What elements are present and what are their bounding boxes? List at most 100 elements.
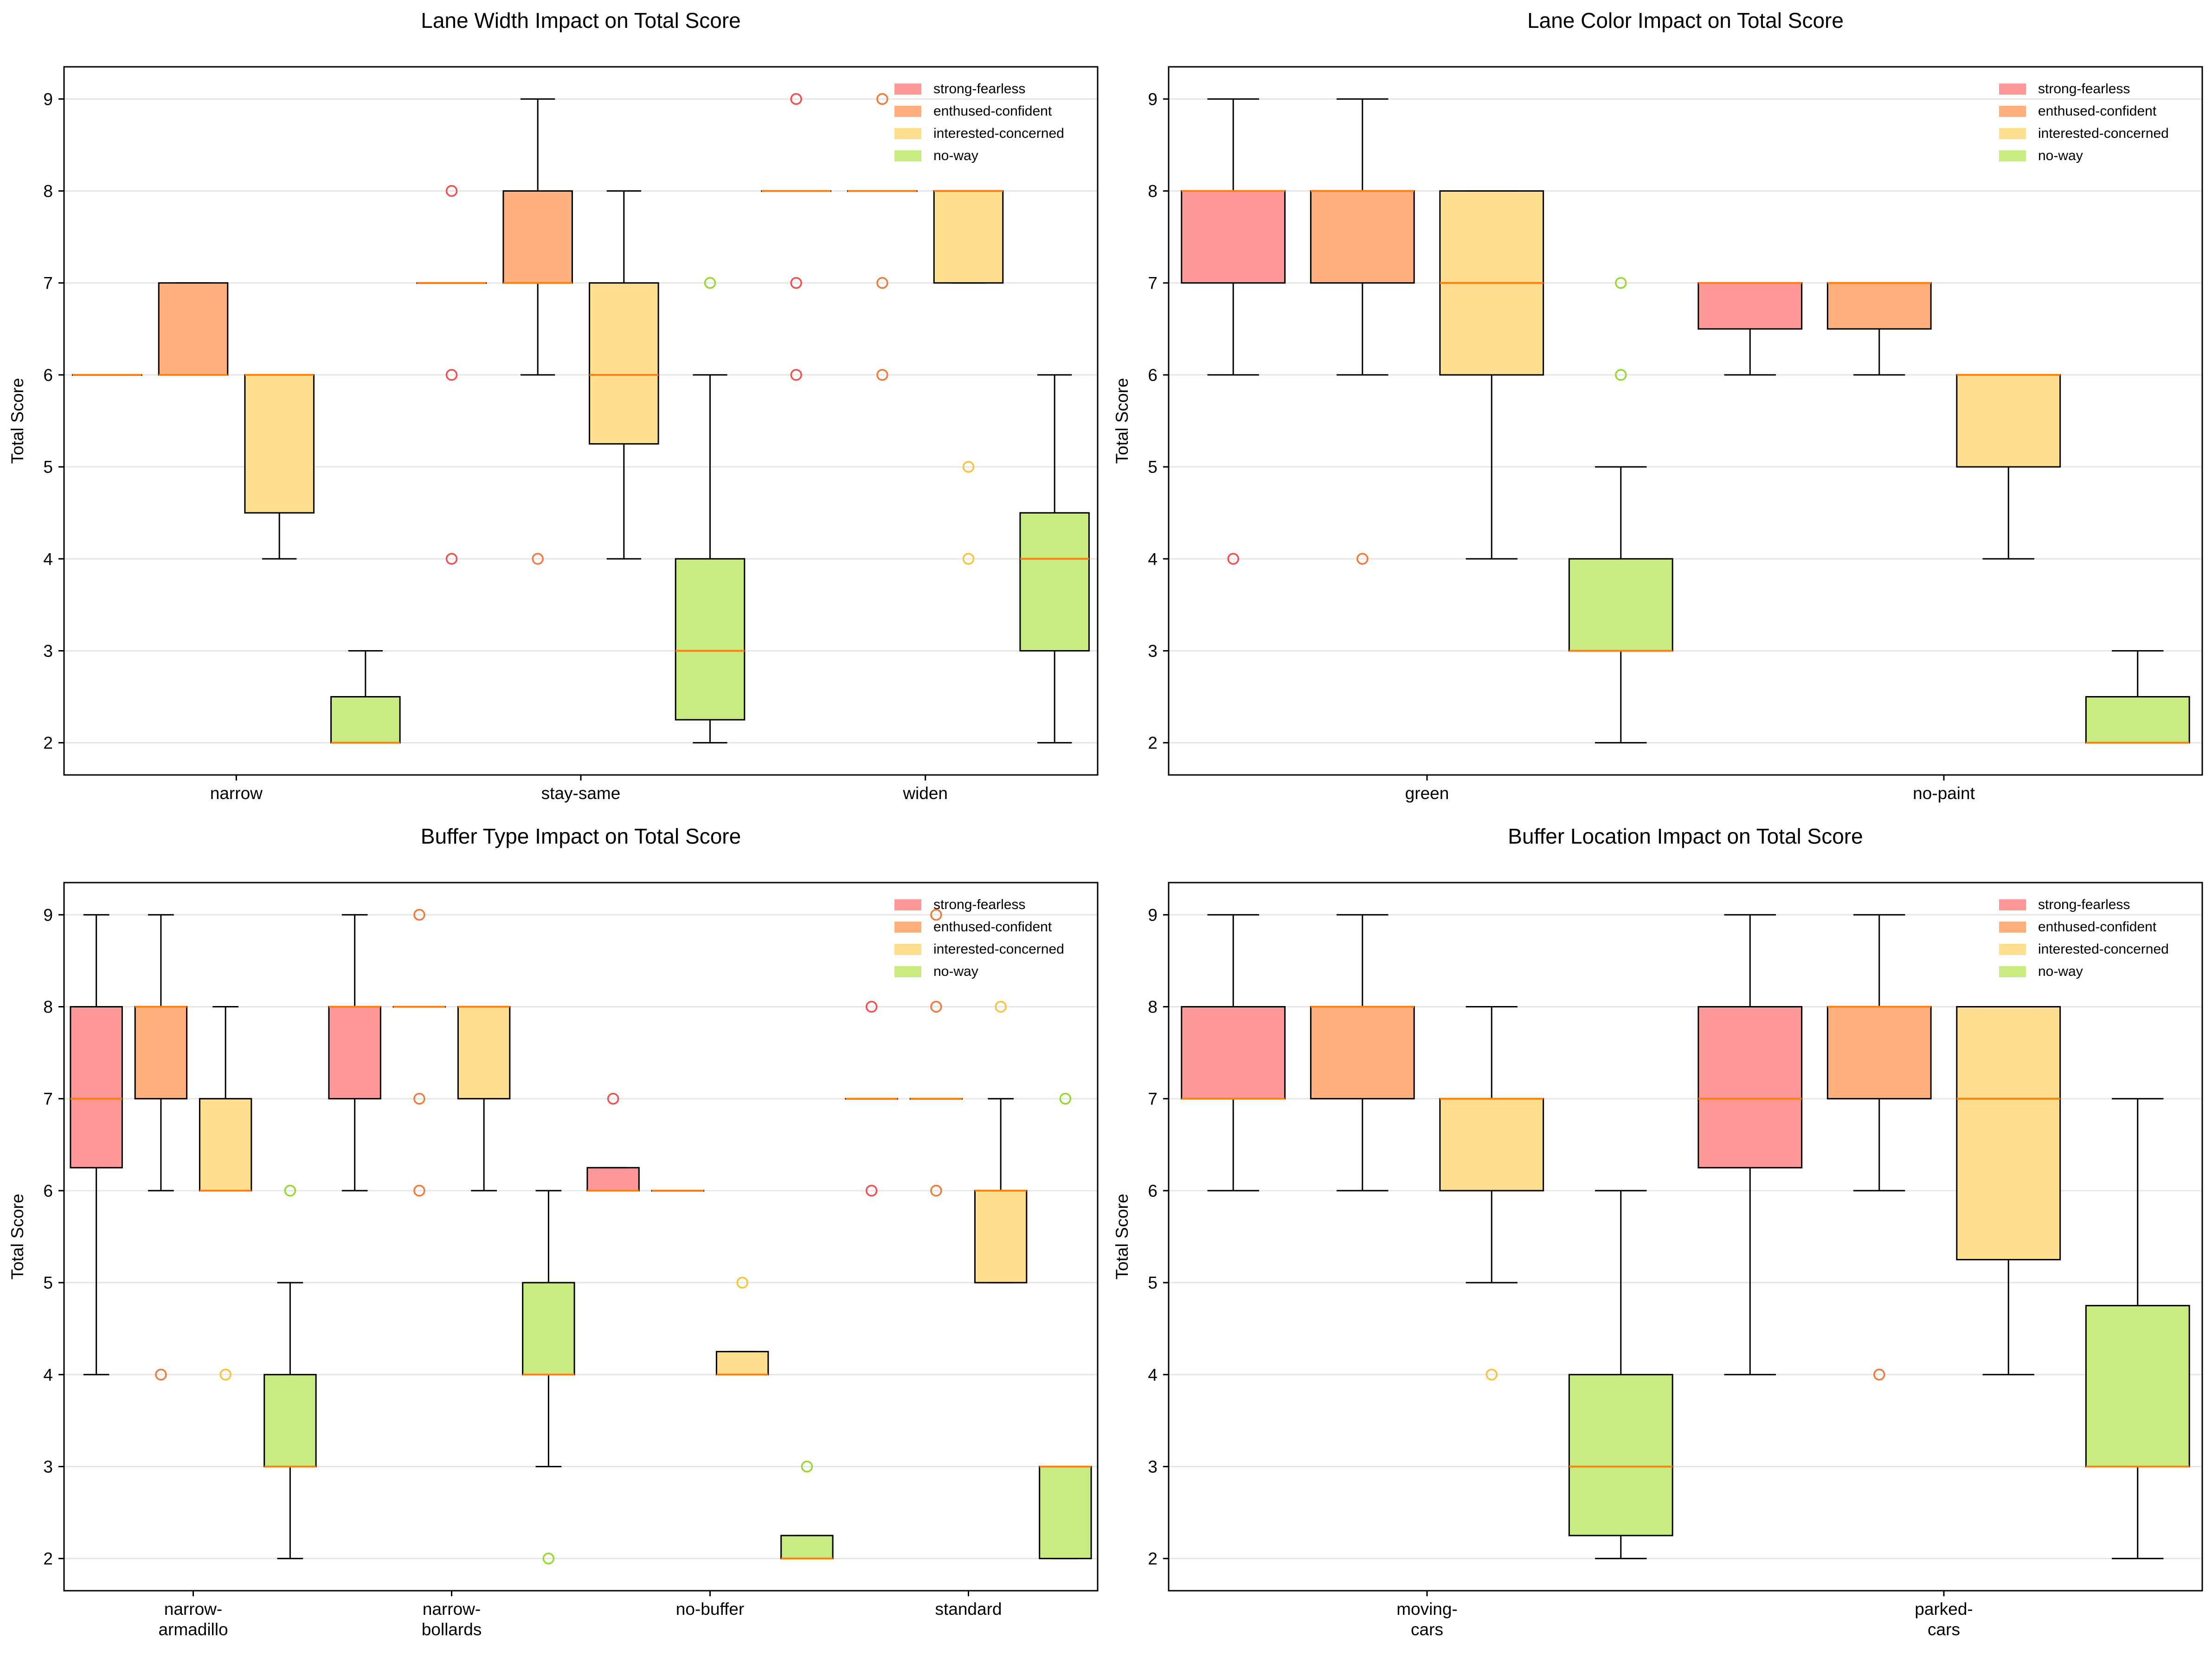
box-interested-concerned-2: [933, 190, 1004, 565]
box-body: [1826, 1006, 1932, 1100]
box-interested-concerned-0: [199, 1006, 252, 1381]
x-tick-label: green: [1405, 784, 1449, 803]
box-interested-concerned-1: [1956, 1006, 2061, 1375]
y-tick-label: 4: [1148, 549, 1157, 568]
y-tick-label: 3: [1148, 1457, 1157, 1476]
legend-swatch: [1999, 944, 2026, 955]
y-tick-label: 9: [1148, 905, 1157, 924]
y-tick-label: 7: [43, 1090, 53, 1109]
y-tick-label: 8: [1148, 182, 1157, 201]
box-strong-fearless-2: [761, 93, 831, 381]
y-tick-label: 6: [43, 1181, 53, 1200]
legend-swatch: [1999, 150, 2026, 161]
axes-frame: [63, 882, 1099, 1592]
legend-label: interested-concerned: [2038, 942, 2169, 957]
outlier-point: [801, 1460, 813, 1473]
axes-frame: [1168, 66, 2203, 776]
box-strong-fearless-1: [328, 914, 381, 1192]
y-axis-label: Total Score: [1112, 1194, 1132, 1279]
outlier-point: [532, 553, 544, 565]
outlier-point: [962, 553, 975, 565]
box-body: [1310, 1006, 1415, 1100]
y-axis-label: Total Score: [8, 1194, 27, 1279]
box-body: [586, 1167, 640, 1192]
box-body: [933, 190, 1004, 284]
outlier-point: [542, 1552, 555, 1565]
box-body: [199, 1098, 252, 1192]
box-body: [1698, 282, 1803, 330]
box-body: [974, 1190, 1028, 1284]
legend-label: enthused-confident: [933, 919, 1052, 935]
legend-swatch: [894, 922, 921, 933]
outlier-point: [930, 1185, 942, 1197]
outlier-point: [413, 1185, 425, 1197]
subplot-3: 2 3 4 5 6 7 8 9 narrow-armadillo narrow-bollards n…: [8, 824, 1099, 1639]
box-strong-fearless-0: [70, 914, 123, 1375]
outlier-point: [876, 277, 888, 289]
box-no-way-1: [2085, 650, 2190, 744]
box-body: [1826, 282, 1932, 330]
outlier-point: [219, 1368, 231, 1381]
box-interested-concerned-3: [974, 1000, 1028, 1284]
x-tick-label: standard: [935, 1600, 1002, 1619]
x-tick-label: no-paint: [1913, 784, 1975, 803]
y-tick-label: 2: [1148, 1549, 1157, 1568]
box-no-way-1: [2085, 1098, 2190, 1560]
box-no-way-1: [522, 1190, 575, 1565]
y-tick-label: 7: [1148, 274, 1157, 293]
outlier-point: [1873, 1368, 1885, 1381]
outlier-point: [865, 1000, 878, 1013]
outlier-point: [930, 909, 942, 921]
box-enthused-confident-1: [1826, 914, 1932, 1381]
y-tick-label: 7: [43, 274, 53, 293]
legend-label: no-way: [933, 148, 978, 163]
legend-label: strong-fearless: [2038, 897, 2130, 912]
box-enthused-confident-0: [1310, 98, 1415, 565]
axes-frame: [1168, 882, 2203, 1592]
box-body: [715, 1351, 769, 1375]
legend-label: strong-fearless: [933, 897, 1025, 912]
y-tick-label: 9: [43, 905, 53, 924]
y-tick-label: 5: [43, 1273, 53, 1292]
y-tick-label: 8: [43, 998, 53, 1017]
box-body: [158, 282, 229, 376]
legend-label: interested-concerned: [2038, 126, 2169, 141]
legend: strong-fearless enthused-confident interes…: [1999, 81, 2169, 163]
legend: strong-fearless enthused-confident interes…: [894, 897, 1064, 979]
outlier-point: [995, 1000, 1007, 1013]
subplot-2: 2 3 4 5 6 7 8 9 green no-paint Lane Color Impact o…: [1112, 8, 2203, 803]
legend-label: strong-fearless: [2038, 81, 2130, 97]
x-tick-label: no-buffer: [676, 1600, 744, 1619]
x-tick-label: narrow-armadillo: [158, 1600, 228, 1639]
legend-swatch: [894, 106, 921, 117]
chart-title: Buffer Location Impact on Total Score: [1508, 824, 1863, 848]
legend-swatch: [894, 944, 921, 955]
outlier-point: [284, 1185, 296, 1197]
box-body: [675, 558, 746, 721]
x-tick-label: narrow-bollards: [422, 1600, 482, 1639]
legend-label: strong-fearless: [933, 81, 1025, 97]
legend-swatch: [894, 966, 921, 977]
outlier-point: [876, 93, 888, 105]
y-tick-label: 7: [1148, 1090, 1157, 1109]
legend-swatch: [894, 150, 921, 161]
box-body: [780, 1535, 834, 1560]
y-tick-label: 4: [43, 1365, 53, 1384]
box-body: [1698, 1006, 1803, 1168]
outlier-point: [790, 369, 802, 381]
y-tick-label: 3: [1148, 641, 1157, 660]
legend-label: no-way: [2038, 148, 2083, 163]
outlier-point: [445, 185, 458, 197]
box-body: [1568, 558, 1673, 652]
legend-label: enthused-confident: [2038, 919, 2157, 935]
box-no-way-0: [1568, 277, 1673, 744]
box-body: [589, 282, 659, 445]
outlier-point: [413, 1092, 425, 1105]
box-enthused-confident-2: [847, 93, 918, 381]
box-no-way-3: [1039, 1092, 1092, 1560]
box-strong-fearless-0: [1181, 98, 1286, 565]
y-tick-label: 6: [1148, 1181, 1157, 1200]
legend: strong-fearless enthused-confident interes…: [1999, 897, 2169, 979]
outlier-point: [1227, 553, 1239, 565]
